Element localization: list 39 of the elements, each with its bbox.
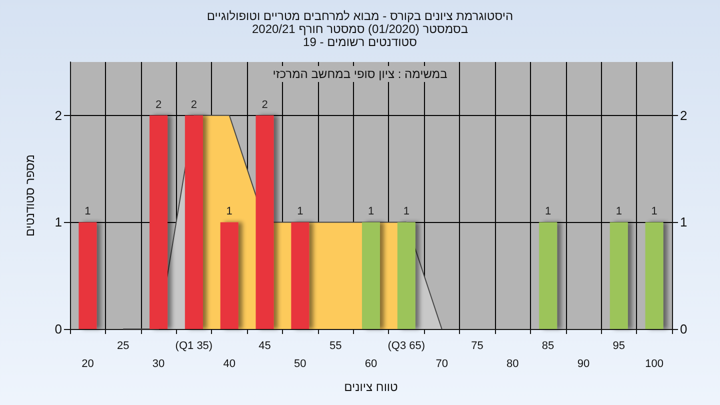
data-label: 1 (616, 206, 622, 218)
chart-title: היסטוגרמת ציונים בקורס - מבוא למרחבים מטריים וטופולוגיים (206, 9, 514, 23)
data-label: 1 (544, 206, 552, 218)
data-label: 2 (155, 98, 162, 111)
x-tick-label: 75 (471, 340, 484, 352)
data-label: 1 (84, 206, 91, 218)
data-label: 1 (297, 206, 304, 218)
data-label: 1 (226, 206, 232, 218)
y-tick-label: 2 (54, 108, 62, 123)
x-tick-label: 45 (258, 340, 271, 352)
data-label: 1 (651, 206, 658, 218)
data-label: 1 (368, 206, 374, 218)
x-tick-label: 30 (152, 358, 165, 370)
data-label: 1 (403, 206, 410, 218)
x-tick-label: 55 (329, 340, 342, 352)
data-label: 2 (262, 98, 268, 111)
x-tick-label: 70 (436, 358, 448, 370)
x-tick-label: 25 (116, 340, 130, 352)
y2-tick-label: 2 (680, 108, 688, 123)
x-tick-label: 50 (294, 358, 306, 370)
x-axis-title: טווח ציונים (344, 380, 398, 394)
x-tick-label: 100 (645, 358, 664, 370)
x-tick-label: 20 (82, 358, 94, 370)
x-tick-label: (Q3 65) (388, 340, 426, 352)
y-tick-label: 1 (54, 214, 62, 230)
y-axis-title: מספר סטודנטים (23, 154, 37, 237)
data-label: 2 (190, 98, 198, 111)
y2-tick-label: 1 (680, 214, 688, 230)
y-tick-label: 0 (54, 322, 62, 336)
y2-tick-label: 0 (680, 322, 688, 336)
x-tick-label: 90 (577, 358, 590, 370)
x-tick-label: 40 (223, 358, 236, 370)
x-tick-label: 60 (364, 358, 378, 370)
x-tick-label: (Q1 35) (175, 340, 213, 352)
x-tick-label: 85 (542, 340, 554, 352)
annotation: במשימה : ציון סופי במחשב המרכזי (268, 66, 452, 82)
chart-subtitle: בסמסטר (01/2020) סמסטר חורף 2020/21 סטודנטים רשומים - 19 (250, 22, 470, 49)
x-tick-label: 95 (612, 340, 626, 352)
x-tick-label: 80 (506, 358, 519, 370)
